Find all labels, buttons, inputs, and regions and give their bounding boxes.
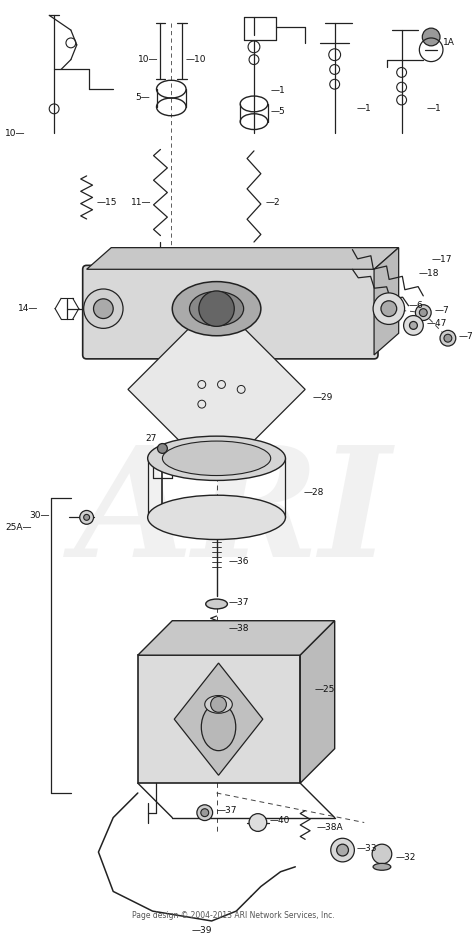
Circle shape <box>210 696 227 712</box>
Circle shape <box>197 805 213 821</box>
Ellipse shape <box>148 436 285 481</box>
Polygon shape <box>174 663 263 775</box>
Circle shape <box>410 322 418 329</box>
Text: —37: —37 <box>228 598 249 607</box>
Text: 10—: 10— <box>138 56 158 64</box>
Text: 27: 27 <box>146 434 157 443</box>
Circle shape <box>199 291 234 327</box>
Text: —7: —7 <box>459 332 474 341</box>
Circle shape <box>80 510 93 524</box>
Circle shape <box>93 299 113 318</box>
Ellipse shape <box>206 599 228 609</box>
Text: —7: —7 <box>434 306 449 315</box>
Bar <box>138 655 300 783</box>
Text: —40: —40 <box>270 816 290 825</box>
Text: —47: —47 <box>426 319 447 328</box>
Circle shape <box>337 844 348 856</box>
Circle shape <box>331 838 355 862</box>
Text: —38: —38 <box>228 624 249 633</box>
Text: —39: —39 <box>192 926 212 935</box>
Ellipse shape <box>373 864 391 870</box>
Circle shape <box>372 844 392 864</box>
Text: —36: —36 <box>228 557 249 566</box>
Polygon shape <box>300 621 335 783</box>
Polygon shape <box>138 621 335 655</box>
Text: —15: —15 <box>97 198 117 207</box>
Text: —29: —29 <box>313 392 333 402</box>
Text: 11—: 11— <box>131 198 151 207</box>
Circle shape <box>84 515 90 520</box>
Text: 25A—: 25A— <box>5 522 31 532</box>
Text: —6: —6 <box>409 301 423 311</box>
Ellipse shape <box>163 441 271 475</box>
Text: Page design © 2004-2013 ARI Network Services, Inc.: Page design © 2004-2013 ARI Network Serv… <box>132 911 335 920</box>
Polygon shape <box>87 247 399 269</box>
Ellipse shape <box>205 695 232 713</box>
Circle shape <box>440 330 456 346</box>
Text: —10: —10 <box>185 56 206 64</box>
Circle shape <box>381 301 397 316</box>
Text: —18: —18 <box>419 269 439 278</box>
Text: 5—: 5— <box>135 92 150 102</box>
Text: 1A: 1A <box>443 39 455 47</box>
Text: 30—: 30— <box>29 511 50 519</box>
Circle shape <box>419 309 427 316</box>
Circle shape <box>84 289 123 328</box>
Circle shape <box>373 293 405 325</box>
Circle shape <box>201 808 209 817</box>
Text: —2: —2 <box>266 198 281 207</box>
Text: 14—: 14— <box>18 304 38 313</box>
Circle shape <box>157 443 167 454</box>
Text: —25: —25 <box>315 685 336 694</box>
Ellipse shape <box>148 495 285 539</box>
Text: —32: —32 <box>396 853 416 863</box>
Text: ARI: ARI <box>75 440 392 589</box>
Text: —28: —28 <box>303 488 324 497</box>
Text: —1: —1 <box>271 86 285 95</box>
Text: 10—: 10— <box>5 129 26 138</box>
Ellipse shape <box>172 281 261 336</box>
Text: —1: —1 <box>426 104 441 113</box>
Text: —33: —33 <box>356 844 377 853</box>
Circle shape <box>422 28 440 46</box>
Circle shape <box>444 334 452 343</box>
Text: —17: —17 <box>431 255 452 264</box>
Circle shape <box>249 814 267 832</box>
Polygon shape <box>374 247 399 355</box>
Polygon shape <box>128 301 305 478</box>
Circle shape <box>415 305 431 321</box>
Text: —5: —5 <box>271 107 285 117</box>
Text: —38A: —38A <box>317 823 344 832</box>
Text: —1: —1 <box>356 104 371 113</box>
FancyBboxPatch shape <box>82 265 378 359</box>
Circle shape <box>403 315 423 335</box>
Ellipse shape <box>190 292 244 326</box>
Ellipse shape <box>201 704 236 751</box>
Text: —37: —37 <box>217 806 237 815</box>
